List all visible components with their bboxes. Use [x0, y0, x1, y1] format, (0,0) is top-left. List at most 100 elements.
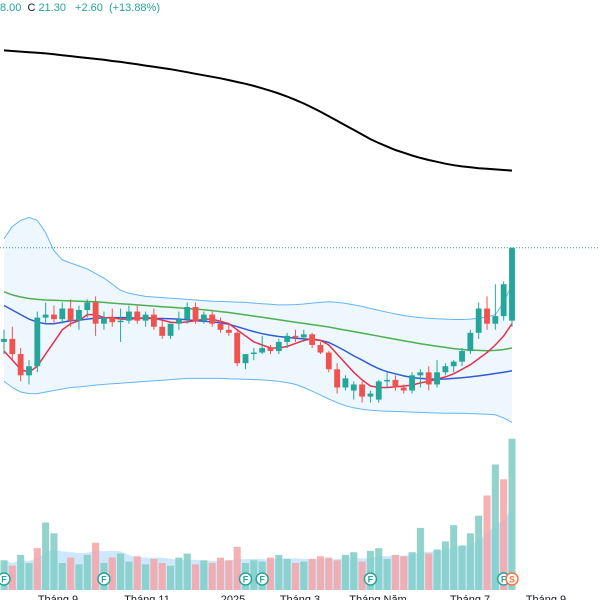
- candle: [350, 381, 357, 400]
- volume-bar: [333, 560, 341, 590]
- candle: [200, 311, 207, 324]
- candle: [150, 308, 157, 330]
- candle-body: [325, 352, 332, 370]
- volume-bar: [58, 563, 66, 590]
- volume-bar: [408, 552, 416, 590]
- candle: [259, 335, 266, 355]
- candle: [26, 360, 32, 385]
- candle-body: [92, 302, 99, 324]
- marker-label: S: [509, 575, 515, 585]
- volume-bar: [266, 557, 275, 590]
- candle: [42, 302, 49, 324]
- marker-circle: [97, 572, 111, 586]
- marker-label: F: [368, 575, 374, 585]
- volume-bar: [291, 563, 300, 590]
- earnings-marker: F: [97, 572, 111, 586]
- candle-body: [209, 314, 216, 324]
- candle: [17, 348, 24, 382]
- earnings-marker: F: [363, 572, 378, 586]
- candle: [375, 379, 382, 403]
- volume-bar: [250, 560, 258, 590]
- candle-body: [200, 314, 207, 321]
- candle-body: [142, 314, 149, 321]
- candle: [175, 311, 182, 330]
- candle: [500, 281, 507, 321]
- candle: [425, 366, 432, 391]
- volume-bar: [183, 553, 191, 590]
- x-tick-label: Tháng 9: [38, 594, 78, 600]
- candle: [192, 302, 199, 324]
- candle-body: [400, 387, 407, 391]
- candle: [1, 329, 7, 355]
- close-value: 21.30: [38, 2, 66, 14]
- close-label: C 21.30: [27, 2, 66, 14]
- volume-bar: [192, 564, 200, 590]
- candle: [275, 338, 282, 355]
- candle-body: [126, 311, 132, 321]
- split-marker: S: [505, 572, 519, 586]
- volume-bar: [275, 554, 283, 590]
- marker-label: F: [243, 575, 249, 585]
- candle: [492, 284, 499, 330]
- candle-body: [175, 319, 182, 324]
- candle: [242, 354, 249, 370]
- volume-bar: [458, 545, 466, 590]
- candle-body: [334, 369, 341, 388]
- marker-circle: [255, 572, 269, 586]
- volume-bar: [67, 557, 75, 590]
- candle: [134, 305, 141, 324]
- candle: [467, 329, 474, 355]
- candle: [334, 363, 341, 394]
- candle: [342, 375, 349, 391]
- candle-body: [434, 372, 440, 385]
- volume-bar: [175, 557, 183, 590]
- candle-body: [17, 354, 24, 376]
- candle-body: [1, 338, 7, 342]
- volume-bar: [341, 554, 349, 590]
- candle: [217, 317, 224, 333]
- earnings-marker: F: [255, 572, 269, 586]
- x-tick-label: Tháng 11: [124, 594, 170, 600]
- band-lower-line: [3, 377, 513, 423]
- candle: [284, 332, 291, 348]
- candle: [126, 305, 132, 324]
- volume-bar: [416, 527, 424, 590]
- volume-bar: [350, 552, 358, 590]
- candle: [292, 329, 299, 342]
- volume-bar: [433, 549, 441, 590]
- candle: [159, 320, 166, 339]
- marker-label: F: [259, 575, 265, 585]
- volume-bar: [216, 557, 225, 590]
- candle-body: [242, 354, 249, 364]
- volume-bar: [125, 561, 133, 590]
- candle-body: [51, 314, 57, 320]
- candle: [51, 305, 57, 324]
- ohlc-legend: 8.00 C 21.30 +2.60 (+13.88%): [0, 2, 163, 14]
- candle: [117, 308, 124, 342]
- candle-body: [150, 314, 157, 327]
- marker-label: F: [501, 575, 507, 585]
- change-percent: (+13.88%): [108, 2, 160, 14]
- change-value: +2.60: [75, 2, 103, 14]
- candle-body: [159, 326, 166, 336]
- candle: [142, 311, 149, 327]
- candle: [367, 390, 374, 403]
- candle: [359, 381, 366, 403]
- candle: [109, 308, 116, 327]
- candle: [400, 384, 407, 394]
- volume-bar: [466, 533, 474, 590]
- candle-body: [375, 381, 382, 400]
- marker-circle: [238, 572, 253, 586]
- candle-body: [384, 379, 390, 382]
- candle-body: [425, 372, 432, 385]
- volume-bar: [500, 479, 508, 590]
- candle: [59, 302, 66, 324]
- candle-body: [275, 341, 282, 352]
- candle-body: [300, 334, 307, 338]
- candle: [67, 299, 74, 327]
- candle-body: [9, 338, 16, 355]
- candle: [234, 329, 241, 367]
- candle-body: [267, 348, 274, 352]
- marker-label: F: [1, 575, 7, 585]
